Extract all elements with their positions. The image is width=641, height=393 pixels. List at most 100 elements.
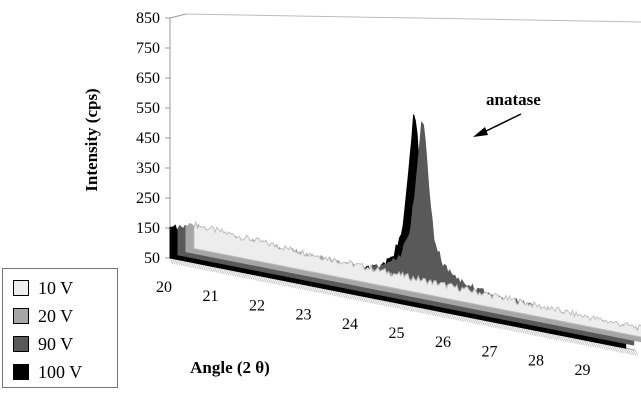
floor-hatch <box>169 257 174 265</box>
floor-hatch <box>543 331 548 339</box>
floor-hatch <box>504 324 509 331</box>
floor-hatch <box>278 279 283 286</box>
floor-hatch <box>362 295 367 303</box>
x-tick-label: 27 <box>482 343 498 360</box>
floor-hatch <box>227 269 232 276</box>
y-tick-label: 50 <box>144 250 160 267</box>
x-tick-label: 25 <box>389 325 405 342</box>
floor-hatch <box>199 263 204 271</box>
floor-hatch <box>515 326 520 333</box>
y-tick-label: 550 <box>136 100 160 117</box>
floor-hatch <box>492 321 497 329</box>
floor-hatch <box>285 280 290 288</box>
floor-hatch <box>520 327 525 334</box>
floor-hatch <box>346 292 351 300</box>
floor-hatch <box>232 270 237 277</box>
floor-hatch <box>506 324 511 331</box>
floor-hatch <box>281 279 286 287</box>
y-tick-label: 350 <box>136 160 160 177</box>
floor-hatch <box>260 275 265 283</box>
floor-hatch <box>546 332 551 339</box>
floor-hatch <box>290 281 295 289</box>
floor-hatch <box>316 286 320 294</box>
floor-hatch <box>490 321 495 328</box>
floor-hatch <box>539 330 544 338</box>
floor-hatch <box>292 282 297 289</box>
series-group <box>169 114 641 349</box>
floor-hatch <box>578 338 583 346</box>
y-tick-label: 450 <box>136 130 160 147</box>
floor-hatch <box>604 343 609 351</box>
floor-hatch <box>209 265 213 273</box>
floor-hatch <box>329 289 334 296</box>
floor-hatch <box>402 303 406 311</box>
floor-hatch <box>592 341 597 348</box>
floor-hatch <box>357 295 362 302</box>
floor-hatch <box>446 312 451 319</box>
floor-hatch <box>420 307 425 314</box>
floor-hatch <box>399 303 404 310</box>
floor-hatch <box>441 311 446 319</box>
floor-hatch <box>532 329 537 336</box>
floor-hatch <box>390 301 395 308</box>
floor-hatch <box>306 284 311 292</box>
legend-item-100v: 100 V <box>13 361 82 383</box>
floor-hatch <box>395 302 399 309</box>
floor-hatch <box>569 336 574 344</box>
x-tick-label: 24 <box>342 316 358 333</box>
floor-hatch <box>629 348 634 356</box>
floor-hatch <box>348 293 353 300</box>
annotation-arrowhead <box>473 127 488 137</box>
floor-hatch <box>527 328 532 336</box>
floor-hatch <box>318 287 323 294</box>
floor-hatch <box>576 338 581 345</box>
floor-hatch <box>425 308 430 315</box>
floor-hatch <box>434 310 439 317</box>
back-wall-top-edge <box>185 13 641 23</box>
floor-hatch <box>464 316 469 323</box>
floor-hatch <box>332 289 337 297</box>
x-tick-labels: 20 21 22 23 24 25 26 27 28 29 <box>156 279 591 379</box>
floor-hatch <box>595 341 599 349</box>
floor-hatch <box>585 340 590 347</box>
floor-hatch <box>502 323 506 331</box>
floor-hatch <box>243 272 248 279</box>
floor-hatch <box>397 302 402 310</box>
floor-hatch <box>541 331 546 338</box>
floor-hatch <box>313 286 318 293</box>
floor-hatch <box>350 293 355 301</box>
floor-hatch <box>271 278 276 285</box>
floor-hatch <box>378 299 383 306</box>
floor-hatch <box>211 266 216 273</box>
floor-hatch <box>213 266 218 273</box>
floor-hatch <box>264 276 269 284</box>
floor-hatch <box>406 304 411 312</box>
floor-hatch <box>422 307 427 315</box>
floor-hatch <box>632 349 637 356</box>
floor-hatch <box>499 323 504 330</box>
floor-hatch <box>602 343 606 350</box>
legend-swatch-10v <box>13 280 29 296</box>
floor-hatch <box>336 290 341 298</box>
legend-label-20v: 20 V <box>38 305 74 326</box>
floor-hatch <box>302 283 306 291</box>
floor-hatch <box>383 300 388 307</box>
floor-hatch <box>418 306 423 314</box>
x-tick-label: 21 <box>203 288 219 305</box>
floor-hatch <box>392 301 397 309</box>
floor-hatch <box>234 270 239 278</box>
floor-hatch <box>460 315 465 322</box>
floor-hatch <box>443 312 448 319</box>
left-wall-edge <box>169 13 187 258</box>
floor-hatch <box>485 320 490 327</box>
floor-hatch <box>267 277 272 284</box>
floor-hatch <box>567 336 572 343</box>
floor-hatch <box>590 341 595 348</box>
floor-hatch <box>413 306 418 313</box>
floor-hatch <box>371 297 376 305</box>
legend-item-10v: 10 V <box>13 277 73 299</box>
floor-hatch <box>469 317 474 324</box>
floor-hatch <box>571 337 576 344</box>
